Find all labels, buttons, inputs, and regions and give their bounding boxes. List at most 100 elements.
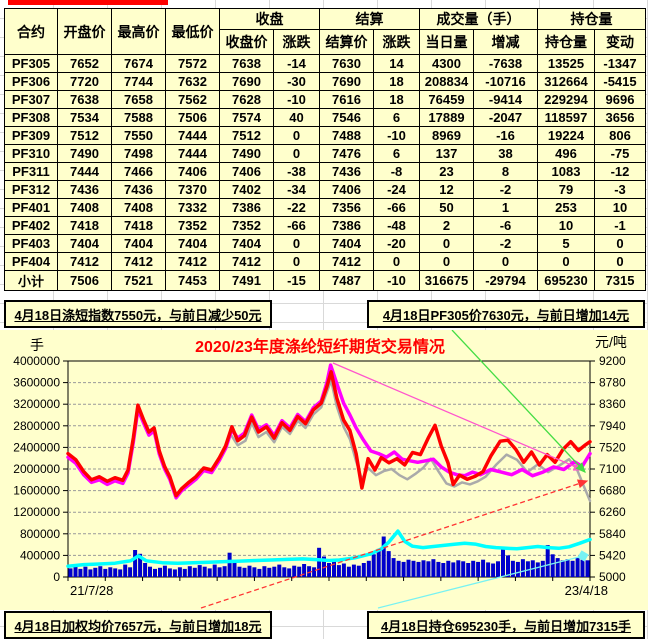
table-row: PF404 7412 7412 7412 7412 0 7412 0 0 0 0 0 bbox=[4, 252, 646, 271]
group-header-settle: 结算 bbox=[319, 8, 420, 30]
cell-value: 312664 bbox=[537, 72, 595, 91]
table-row: PF402 7418 7418 7352 7352 -66 7386 -48 2 -6 10 -1 bbox=[4, 216, 646, 235]
volume-bar bbox=[575, 557, 580, 577]
cell-value: 8969 bbox=[419, 126, 474, 145]
right-axis-tick: 7100 bbox=[599, 462, 626, 476]
volume-bar bbox=[202, 566, 207, 577]
cell-value: -20 bbox=[373, 234, 420, 253]
cell-value: 23 bbox=[419, 162, 474, 181]
cell-value: 7408 bbox=[111, 198, 166, 217]
cell-contract: PF311 bbox=[4, 162, 58, 181]
volume-bar bbox=[431, 559, 436, 577]
cell-value: 50 bbox=[419, 198, 474, 217]
volume-bar bbox=[550, 554, 555, 577]
cell-value: 8 bbox=[473, 162, 538, 181]
left-axis-tick: 800000 bbox=[20, 527, 60, 541]
cell-value: -6 bbox=[473, 216, 538, 235]
volume-bar bbox=[83, 566, 88, 577]
cell-value: 1083 bbox=[537, 162, 595, 181]
cell-value: 7402 bbox=[219, 180, 274, 199]
trend-magenta-down bbox=[332, 362, 585, 471]
volume-bar bbox=[565, 559, 570, 577]
cell-value: 7491 bbox=[219, 270, 274, 291]
volume-bar bbox=[401, 561, 406, 577]
volume-bar bbox=[570, 560, 575, 577]
cell-value: 7550 bbox=[111, 126, 166, 145]
banner-pf305-summary: 4月18日PF305价7630元，与前日增加14元 bbox=[367, 300, 645, 328]
cell-value: 7690 bbox=[219, 72, 274, 91]
cell-value: 1 bbox=[473, 198, 538, 217]
volume-bar bbox=[391, 558, 396, 577]
cell-value: 7404 bbox=[111, 234, 166, 253]
left-axis-label: 手 bbox=[30, 337, 44, 353]
left-axis-tick: 3600000 bbox=[13, 376, 60, 390]
volume-bar bbox=[292, 565, 297, 577]
volume-bar bbox=[421, 560, 426, 577]
cell-value: 118597 bbox=[537, 108, 595, 127]
red-top-bar bbox=[8, 0, 168, 5]
volume-bar bbox=[332, 560, 336, 577]
cell-value: -66 bbox=[273, 216, 320, 235]
cell-value: 7404 bbox=[165, 234, 220, 253]
volume-bar bbox=[158, 567, 162, 577]
cell-value: -10 bbox=[373, 126, 420, 145]
volume-bar bbox=[307, 566, 312, 577]
cell-value: 7356 bbox=[319, 198, 374, 217]
volume-bar bbox=[515, 561, 520, 577]
header-row-sub: 收盘价 涨跌 结算价 涨跌 当日量 增减 持仓量 变动 bbox=[5, 29, 646, 55]
cell-value: 7436 bbox=[57, 180, 112, 199]
cell-value: 7588 bbox=[111, 108, 166, 127]
volume-bar bbox=[267, 567, 272, 577]
cell-value: 0 bbox=[273, 126, 320, 145]
volume-bar bbox=[187, 566, 192, 577]
volume-bar bbox=[227, 552, 232, 577]
volume-bar bbox=[277, 564, 282, 577]
cell-value: 0 bbox=[273, 144, 320, 163]
volume-bar bbox=[262, 566, 267, 577]
cell-value: -22 bbox=[273, 198, 320, 217]
cell-value: 6 bbox=[373, 108, 420, 127]
cell-value: 0 bbox=[594, 234, 646, 253]
futures-trading-chart: 0 5000 400000 5420 800000 5840 1200000 6260 1600… bbox=[0, 329, 648, 610]
volume-bar bbox=[506, 555, 510, 577]
cell-value: -7638 bbox=[473, 54, 538, 73]
volume-bar bbox=[108, 567, 113, 577]
volume-bar bbox=[167, 568, 172, 577]
volume-bar bbox=[416, 561, 421, 577]
futures-quotes-table: 合约 开盘价 最高价 最低价 收盘 结算 成交量（手） 持仓量 收盘价 涨跌 结… bbox=[4, 8, 646, 291]
cell-value: -10 bbox=[373, 270, 420, 291]
cell-value: -2 bbox=[473, 234, 538, 253]
cell-value: 7690 bbox=[319, 72, 374, 91]
volume-bar bbox=[520, 559, 525, 577]
cell-value: 7412 bbox=[57, 252, 112, 271]
right-axis-label: 元/吨 bbox=[595, 334, 627, 350]
volume-bar bbox=[247, 565, 252, 577]
cell-contract: PF309 bbox=[4, 126, 58, 145]
col-header-oi-chg: 变动 bbox=[594, 29, 646, 55]
cell-value: 7521 bbox=[111, 270, 166, 291]
cell-value: 7444 bbox=[165, 126, 220, 145]
volume-bar bbox=[242, 567, 247, 577]
cell-value: 137 bbox=[419, 144, 474, 163]
volume-bar bbox=[341, 563, 346, 577]
cell-value: 2 bbox=[419, 216, 474, 235]
cell-value: 7412 bbox=[111, 252, 166, 271]
volume-bar bbox=[148, 566, 152, 577]
volume-bar bbox=[496, 561, 500, 577]
cell-value: 7498 bbox=[111, 144, 166, 163]
table-row: 小计 7506 7521 7453 7491 -15 7487 -10 316675 -29794… bbox=[4, 270, 646, 291]
cell-value: 7674 bbox=[111, 54, 166, 73]
cell-value: 7628 bbox=[219, 90, 274, 109]
cell-value: 0 bbox=[473, 252, 538, 271]
volume-bar bbox=[133, 550, 138, 577]
cell-value: 79 bbox=[537, 180, 595, 199]
gray-line bbox=[228, 379, 592, 503]
x-axis-start-label: 21/7/28 bbox=[70, 583, 113, 598]
volume-bar bbox=[172, 569, 177, 577]
volume-bar bbox=[252, 567, 257, 577]
cell-value: 7512 bbox=[57, 126, 112, 145]
cell-value: 7658 bbox=[111, 90, 166, 109]
cell-value: 7638 bbox=[57, 90, 112, 109]
cell-value: -15 bbox=[273, 270, 320, 291]
table-row: PF312 7436 7436 7370 7402 -34 7406 -24 12 -2 79 -3 bbox=[4, 180, 646, 199]
